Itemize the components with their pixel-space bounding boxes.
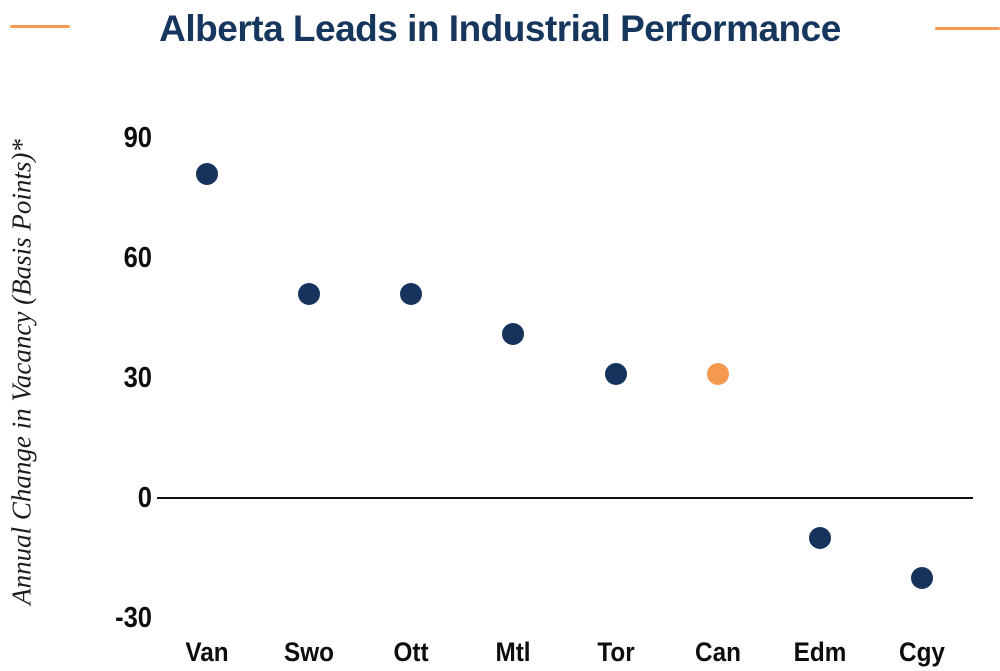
y-tick-label: -30 bbox=[115, 602, 152, 634]
data-point-cgy bbox=[910, 567, 933, 589]
y-tick-label: 30 bbox=[123, 362, 152, 394]
data-point-ott bbox=[400, 283, 423, 305]
x-tick-label-van: Van bbox=[185, 637, 229, 667]
data-point-van bbox=[196, 163, 218, 185]
x-tick-label-swo: Swo bbox=[284, 637, 335, 667]
data-point-mtl bbox=[502, 323, 525, 345]
title-accent-dash-right bbox=[935, 27, 1000, 30]
zero-baseline bbox=[157, 497, 973, 499]
y-tick-label: 90 bbox=[123, 122, 152, 154]
data-point-tor bbox=[604, 363, 627, 385]
x-tick-label-mtl: Mtl bbox=[495, 637, 531, 667]
x-tick-label-edm: Edm bbox=[793, 637, 847, 667]
y-tick-label: 60 bbox=[123, 242, 152, 274]
x-tick-label-ott: Ott bbox=[393, 637, 429, 667]
data-point-edm bbox=[808, 527, 831, 549]
title-accent-dash-left bbox=[10, 25, 70, 28]
x-tick-label-can: Can bbox=[694, 637, 741, 667]
x-tick-label-cgy: Cgy bbox=[899, 637, 945, 667]
x-tick-label-tor: Tor bbox=[596, 637, 635, 667]
y-tick-label: 0 bbox=[137, 482, 152, 514]
data-point-swo bbox=[298, 283, 321, 305]
data-point-can bbox=[706, 363, 729, 385]
chart-title: Alberta Leads in Industrial Performance bbox=[159, 8, 841, 49]
